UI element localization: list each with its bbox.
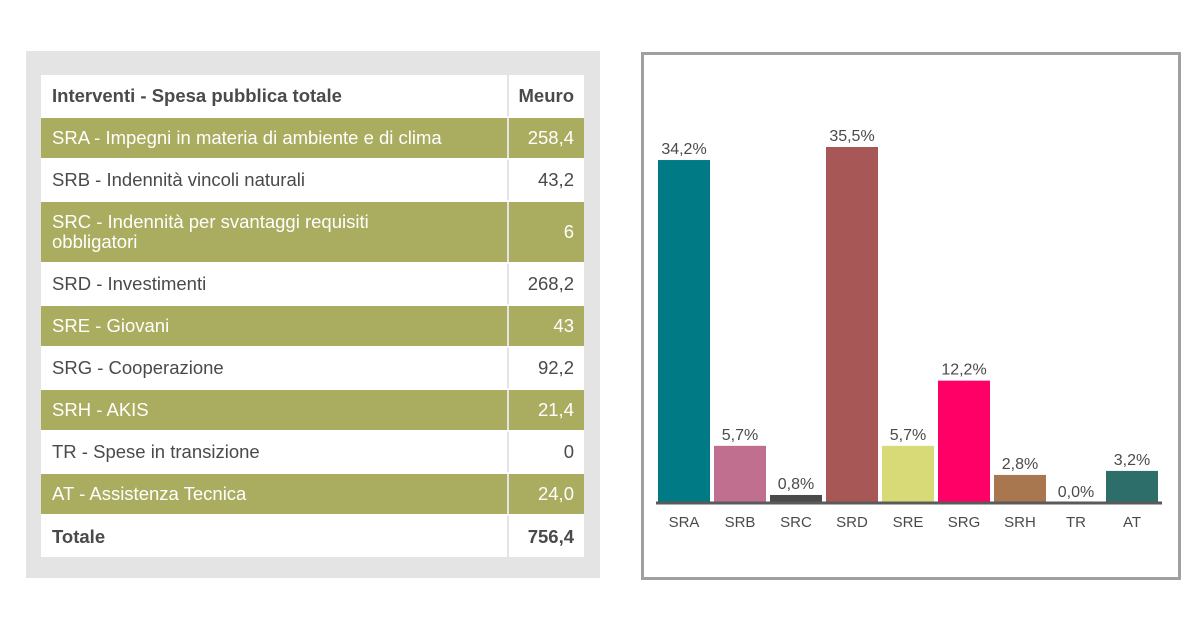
data-label: 5,7% — [722, 427, 758, 444]
row-value: 43,2 — [507, 159, 584, 202]
total-label: Totale — [41, 515, 509, 557]
bar-srg — [938, 380, 990, 503]
tick-label: SRG — [948, 514, 981, 531]
table-row: SRD - Investimenti 268,2 — [41, 263, 584, 306]
row-label: TR - Spese in transizione — [41, 431, 509, 474]
data-label: 3,2% — [1114, 452, 1150, 469]
table-total-row: Totale 756,4 — [41, 515, 584, 557]
table-header-row: Interventi - Spesa pubblica totale Meuro — [41, 75, 584, 118]
data-label: 0,8% — [778, 476, 814, 493]
table-row: SRH - AKIS 21,4 — [41, 389, 584, 432]
data-label: 35,5% — [829, 128, 874, 145]
tick-label: SRB — [725, 514, 756, 531]
chart-panel: 34,2% SRA 5,7% SRB 0,8% SRC 35,5% SRD 5,7% SRE 12,… — [641, 52, 1181, 580]
row-value: 92,2 — [507, 347, 584, 390]
data-label: 0,0% — [1058, 484, 1094, 501]
row-label: SRH - AKIS — [41, 389, 509, 432]
bar-sra — [658, 160, 710, 503]
row-label: SRB - Indennità vincoli naturali — [41, 159, 509, 202]
row-label: SRD - Investimenti — [41, 263, 509, 306]
bar-sre — [882, 445, 934, 503]
data-label: 34,2% — [661, 141, 706, 158]
table-row: TR - Spese in transizione 0 — [41, 431, 584, 474]
row-value: 0 — [507, 431, 584, 474]
bar-srb — [714, 445, 766, 503]
table-row: SRE - Giovani 43 — [41, 305, 584, 348]
table-panel: Interventi - Spesa pubblica totale Meuro… — [26, 51, 600, 578]
tick-label: SRH — [1004, 514, 1036, 531]
row-label: AT - Assistenza Tecnica — [41, 473, 509, 516]
tick-label: SRE — [893, 514, 924, 531]
bar-srd — [826, 147, 878, 503]
row-value: 21,4 — [507, 389, 584, 432]
row-label: SRC - Indennità per svantaggi requisiti … — [41, 201, 509, 264]
table-body: Interventi - Spesa pubblica totale Meuro… — [41, 75, 584, 557]
row-value: 268,2 — [507, 263, 584, 306]
tick-label: TR — [1066, 514, 1086, 531]
tick-label: SRC — [780, 514, 812, 531]
table-row: AT - Assistenza Tecnica 24,0 — [41, 473, 584, 516]
row-value: 258,4 — [507, 117, 584, 160]
data-label: 5,7% — [890, 427, 926, 444]
row-label: SRG - Cooperazione — [41, 347, 509, 390]
tick-label: AT — [1123, 514, 1141, 531]
row-value: 43 — [507, 305, 584, 348]
spesa-table: Interventi - Spesa pubblica totale Meuro… — [41, 75, 584, 557]
table-row: SRA - Impegni in materia di ambiente e d… — [41, 117, 584, 160]
bar-srh — [994, 474, 1046, 503]
row-label: SRA - Impegni in materia di ambiente e d… — [41, 117, 509, 160]
header-unit: Meuro — [507, 75, 584, 118]
tick-label: SRA — [669, 514, 700, 531]
table-row: SRC - Indennità per svantaggi requisiti … — [41, 201, 584, 264]
row-value: 24,0 — [507, 473, 584, 516]
bar-src — [770, 494, 822, 503]
total-value: 756,4 — [507, 515, 584, 557]
data-label: 12,2% — [941, 362, 986, 379]
bar-chart: 34,2% SRA 5,7% SRB 0,8% SRC 35,5% SRD 5,7% SRE 12,… — [656, 128, 1162, 531]
table-row: SRB - Indennità vincoli naturali 43,2 — [41, 159, 584, 202]
row-label: SRE - Giovani — [41, 305, 509, 348]
tick-label: SRD — [836, 514, 868, 531]
bar-at — [1106, 470, 1158, 503]
row-value: 6 — [507, 201, 584, 264]
data-label: 2,8% — [1002, 456, 1038, 473]
header-label: Interventi - Spesa pubblica totale — [41, 75, 509, 118]
table-row: SRG - Cooperazione 92,2 — [41, 347, 584, 390]
